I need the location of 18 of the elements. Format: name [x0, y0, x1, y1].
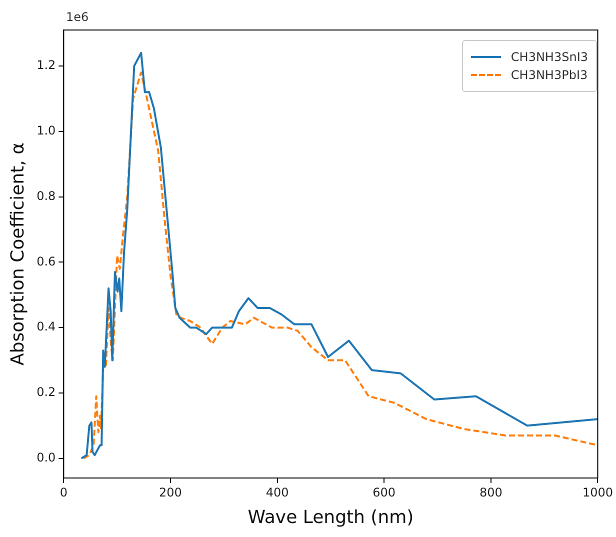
x-tick-label: 400	[266, 485, 289, 500]
legend-label: CH3NH3PbI3	[510, 68, 588, 82]
x-tick-label: 600	[372, 485, 396, 500]
y-tick-label: 1.0	[36, 123, 56, 138]
y-tick-label: 0.4	[36, 320, 56, 334]
x-tick-label: 0	[60, 485, 68, 500]
y-tick-label: 0.6	[36, 254, 56, 268]
x-axis-title: Wave Length (nm)	[248, 506, 414, 528]
x-tick-label: 1000	[582, 485, 614, 500]
y-tick-label: 0.0	[36, 450, 56, 465]
legend-label: CH3NH3SnI3	[510, 50, 588, 64]
y-tick-label: 1.2	[36, 58, 56, 72]
y-tick-label: 0.2	[36, 385, 56, 400]
text: 1e6	[66, 10, 89, 24]
x-tick-label: 800	[479, 485, 502, 500]
y-tick-label: 0.8	[36, 188, 56, 203]
x-tick-label: 200	[159, 485, 182, 500]
y-axis-title: Absorption Coefficient, α	[7, 142, 28, 366]
